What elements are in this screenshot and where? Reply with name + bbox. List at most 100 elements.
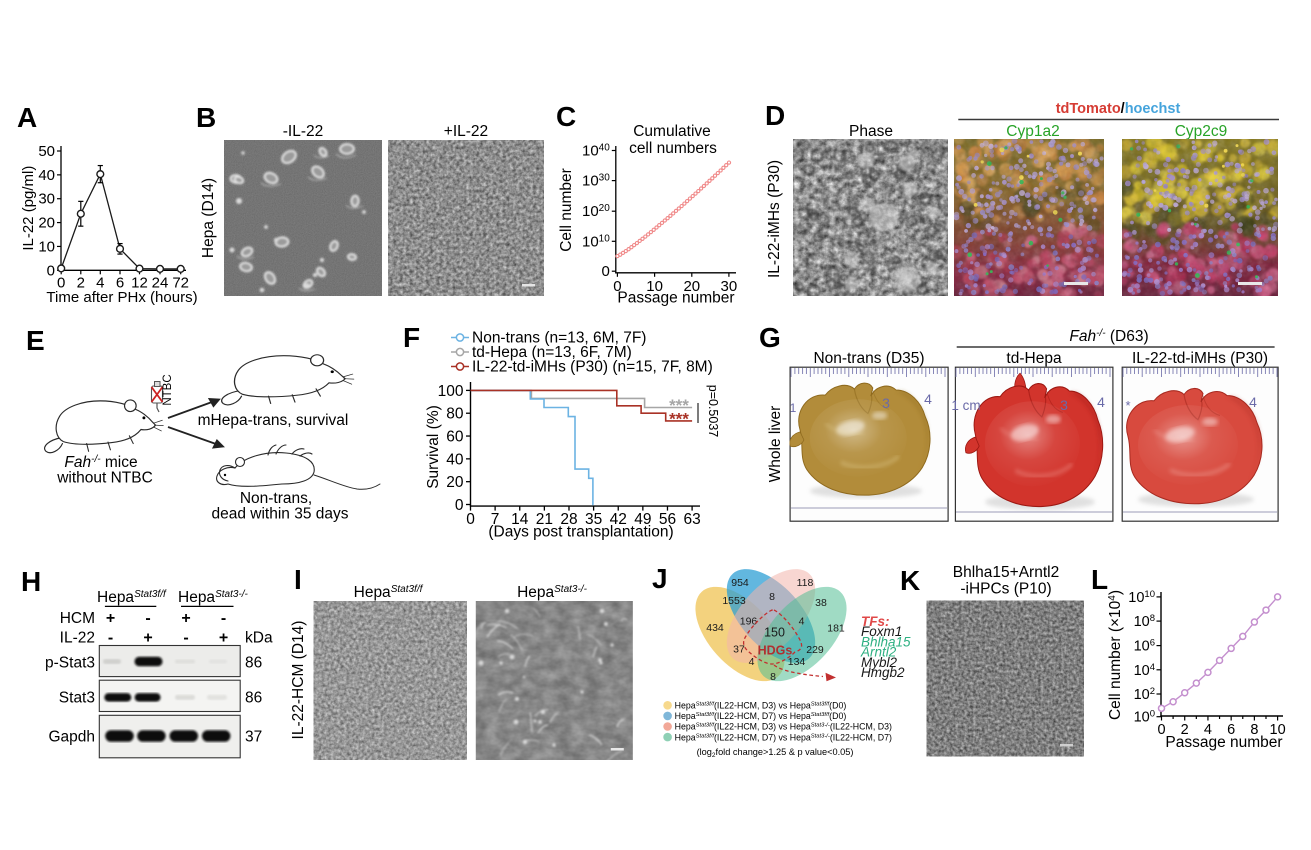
svg-text:H: H [21,566,41,597]
svg-text:HepaStat3f/f(IL22-HCM, D3) vs: HepaStat3f/f(IL22-HCM, D3) vs HepaStat3f… [675,701,847,711]
svg-text:954: 954 [731,577,749,589]
svg-text:0: 0 [466,511,475,528]
svg-text:Fah-/- (D63): Fah-/- (D63) [1069,328,1148,345]
svg-text:4: 4 [799,616,805,628]
svg-text:I: I [294,564,302,595]
svg-text:1020: 1020 [582,203,610,220]
svg-text:6: 6 [1227,722,1235,738]
svg-text:NTBC: NTBC [162,374,174,405]
svg-text:Phase: Phase [849,123,893,140]
svg-text:1: 1 [790,401,797,415]
svg-text:30: 30 [38,191,55,208]
svg-text:12: 12 [131,274,148,291]
svg-text:104: 104 [1134,662,1155,679]
svg-text:40: 40 [38,167,55,184]
svg-text:HCM: HCM [60,610,95,627]
svg-text:HepaStat3f/f: HepaStat3f/f [97,589,167,606]
svg-text:150: 150 [764,626,785,640]
svg-text:Survival (%): Survival (%) [425,405,442,489]
svg-text:229: 229 [806,644,824,656]
svg-text:L: L [1091,564,1108,595]
svg-text:Bhlha15: Bhlha15 [861,634,911,649]
svg-text:Gapdh: Gapdh [48,729,95,746]
svg-text:4: 4 [1097,394,1105,410]
svg-text:dead within 35 days: dead within 35 days [211,506,348,523]
svg-text:A: A [17,102,37,133]
svg-text:106: 106 [1134,638,1155,655]
svg-text:2: 2 [1181,722,1189,738]
svg-text:Mybl2: Mybl2 [861,655,898,670]
svg-text:Whole liver: Whole liver [767,406,784,483]
svg-text:kDa: kDa [245,630,273,647]
svg-text:0: 0 [613,278,621,295]
svg-text:40: 40 [446,451,464,468]
svg-text:Stat3: Stat3 [59,690,95,707]
svg-text:J: J [652,563,668,594]
svg-text:C: C [556,101,576,132]
svg-text:56: 56 [659,511,676,528]
svg-text:Hepa (D14): Hepa (D14) [200,178,217,258]
svg-text:HepaStat3-/-: HepaStat3-/- [178,589,249,606]
svg-text:TFs:: TFs: [861,614,890,629]
svg-text:(Days post transplantation): (Days post transplantation) [488,524,673,541]
svg-text:1553: 1553 [722,595,746,607]
svg-text:4: 4 [96,274,104,291]
svg-text:37: 37 [733,644,745,656]
svg-text:+IL-22: +IL-22 [444,123,488,140]
svg-text:IL-22-HCM (D14): IL-22-HCM (D14) [290,621,307,740]
svg-text:IL-22 (pg/ml): IL-22 (pg/ml) [20,166,37,251]
svg-text:+: + [181,610,190,627]
svg-text:D: D [765,100,785,131]
svg-text:HepaStat3-/-: HepaStat3-/- [517,584,588,601]
svg-text:-: - [108,630,113,647]
svg-text:-iHPCs (P10): -iHPCs (P10) [960,581,1051,598]
svg-text:Cell number (×104): Cell number (×104) [1107,590,1124,720]
svg-text:***: *** [669,396,689,415]
svg-text:-: - [145,610,150,627]
svg-text:Arntl2: Arntl2 [860,645,897,660]
svg-text:42: 42 [610,511,627,528]
svg-text:***: *** [669,410,689,429]
svg-text:434: 434 [706,622,724,634]
svg-text:HepaStat3f/f(IL22-HCM, D7) vs: HepaStat3f/f(IL22-HCM, D7) vs HepaStat3f… [675,711,847,721]
svg-text:IL-22: IL-22 [60,630,95,647]
svg-text:1040: 1040 [582,143,610,160]
svg-text:7: 7 [491,511,500,528]
svg-text:Passage number: Passage number [1165,734,1282,751]
svg-text:181: 181 [827,623,845,635]
svg-text:10: 10 [646,278,663,295]
svg-text:Hmgb2: Hmgb2 [861,665,905,680]
svg-text:IL-22-iMHs (P30): IL-22-iMHs (P30) [766,160,783,278]
svg-text:134: 134 [788,656,806,668]
svg-text:(log2fold change>1.25 & p valu: (log2fold change>1.25 & p value<0.05) [697,747,854,759]
svg-text:49: 49 [634,511,651,528]
svg-text:102: 102 [1134,686,1155,703]
svg-text:E: E [26,325,45,356]
svg-text:B: B [196,102,216,133]
svg-text:20: 20 [683,278,700,295]
svg-text:37: 37 [245,729,262,746]
svg-text:1010: 1010 [582,233,610,250]
svg-text:Cell number: Cell number [558,168,575,252]
svg-text:Foxm1: Foxm1 [861,624,902,639]
svg-text:IL-22-td-iMHs (P30) (n=15, 7F,: IL-22-td-iMHs (P30) (n=15, 7F, 8M) [472,359,713,376]
svg-text:30: 30 [721,278,738,295]
svg-text:10: 10 [1270,722,1286,738]
svg-text:0: 0 [455,497,464,514]
svg-text:10: 10 [38,238,55,255]
svg-text:tdTomato/hoechst: tdTomato/hoechst [1056,101,1181,117]
svg-text:21: 21 [536,511,553,528]
svg-text:2: 2 [77,274,85,291]
svg-text:Fah-/- mice: Fah-/- mice [64,454,137,471]
svg-text:+: + [106,610,115,627]
svg-text:8: 8 [1250,722,1258,738]
svg-text:F: F [403,322,420,353]
svg-text:-IL-22: -IL-22 [283,123,324,140]
svg-text:100: 100 [1134,709,1155,726]
svg-text:HDGs: HDGs [758,644,793,658]
svg-text:Passage number: Passage number [617,290,734,307]
svg-text:Cyp1a2: Cyp1a2 [1006,123,1059,140]
svg-text:G: G [759,322,781,353]
svg-text:38: 38 [815,597,827,609]
svg-text:6: 6 [116,274,124,291]
